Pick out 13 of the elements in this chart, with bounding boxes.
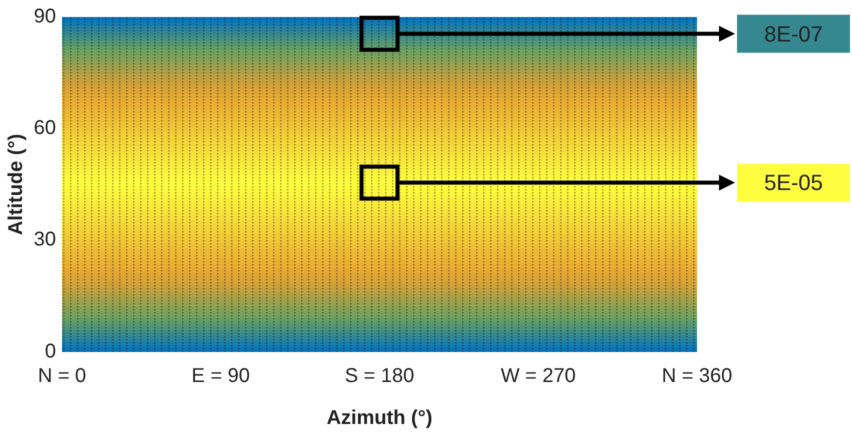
x-tick-label: E = 90 <box>192 365 250 387</box>
text: 5E-05 <box>764 170 823 196</box>
text: 8E-07 <box>764 21 823 46</box>
x-tick-label: W = 270 <box>500 365 576 387</box>
y-tick-label: 0 <box>44 340 56 362</box>
y-axis-title: Altitude (°) <box>5 134 27 236</box>
x-axis-title: Azimuth (°) <box>326 407 432 429</box>
y-tick-label: 90 <box>34 5 56 28</box>
x-tick-label: S = 180 <box>344 365 414 387</box>
y-tick-label: 60 <box>34 116 56 139</box>
x-tick-label: N = 360 <box>662 365 732 387</box>
x-tick-label: N = 0 <box>38 365 86 387</box>
y-tick-label: 30 <box>34 228 56 251</box>
